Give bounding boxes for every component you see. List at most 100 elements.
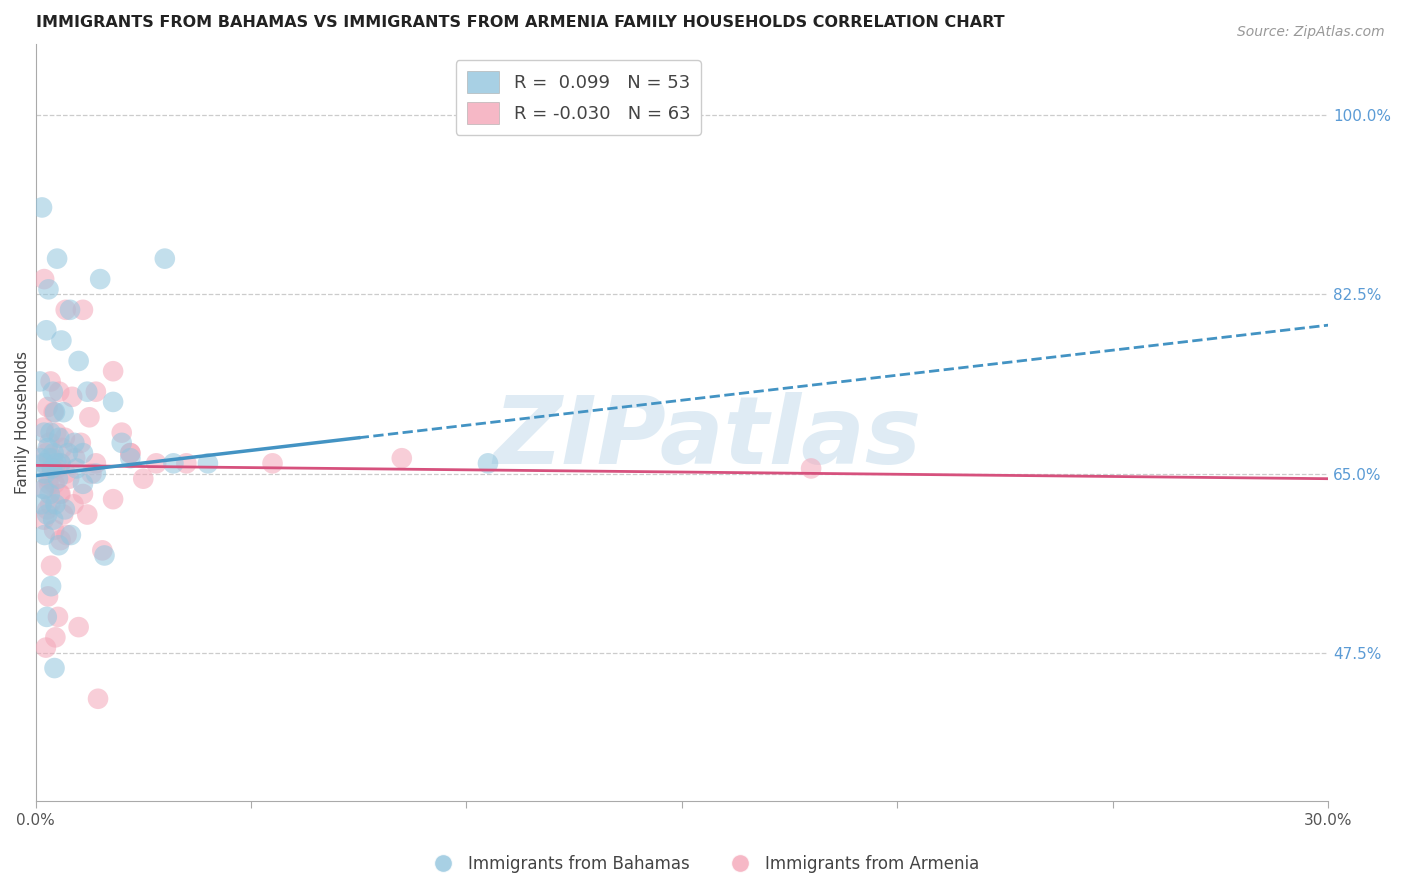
Point — [35, 446, 58, 460]
Point — [34, 467, 56, 481]
Point — [58, 472, 80, 486]
Point — [55, 467, 77, 481]
Point — [45, 425, 67, 440]
Point — [101, 395, 124, 409]
Point — [42, 446, 65, 460]
Point — [45, 456, 67, 470]
Point — [101, 492, 124, 507]
Point — [51, 441, 73, 455]
Point — [69, 435, 91, 450]
Point — [37, 590, 59, 604]
Point — [111, 435, 134, 450]
Point — [39, 425, 62, 440]
Point — [120, 446, 142, 460]
Point — [84, 467, 107, 481]
Point — [101, 364, 124, 378]
Point — [197, 456, 219, 470]
Point — [38, 487, 60, 501]
Point — [76, 508, 98, 522]
Point — [59, 528, 82, 542]
Point — [34, 482, 56, 496]
Point — [32, 456, 55, 470]
Point — [53, 431, 76, 445]
Point — [42, 513, 65, 527]
Point — [48, 538, 70, 552]
Point — [49, 533, 72, 548]
Point — [31, 201, 53, 215]
Point — [41, 461, 63, 475]
Point — [44, 631, 66, 645]
Text: ZIPatlas: ZIPatlas — [494, 392, 922, 483]
Point — [49, 456, 72, 470]
Point — [56, 446, 79, 460]
Point — [39, 375, 62, 389]
Point — [391, 451, 413, 466]
Legend: R =  0.099   N = 53, R = -0.030   N = 63: R = 0.099 N = 53, R = -0.030 N = 63 — [456, 61, 702, 135]
Point — [51, 334, 73, 348]
Point — [120, 446, 142, 460]
Point — [93, 549, 115, 563]
Point — [111, 425, 134, 440]
Point — [28, 375, 51, 389]
Point — [72, 446, 94, 460]
Point — [44, 661, 66, 675]
Point — [42, 405, 65, 419]
Point — [800, 461, 823, 475]
Point — [59, 302, 82, 317]
Point — [72, 476, 94, 491]
Point — [67, 620, 90, 634]
Legend: Immigrants from Bahamas, Immigrants from Armenia: Immigrants from Bahamas, Immigrants from… — [420, 848, 986, 880]
Point — [46, 472, 69, 486]
Point — [55, 528, 77, 542]
Point — [32, 272, 55, 286]
Point — [49, 487, 72, 501]
Point — [84, 456, 107, 470]
Point — [49, 456, 72, 470]
Point — [60, 390, 83, 404]
Point — [46, 252, 69, 266]
Point — [65, 461, 87, 475]
Point — [41, 461, 63, 475]
Point — [32, 513, 55, 527]
Y-axis label: Family Households: Family Households — [15, 351, 30, 494]
Point — [62, 497, 84, 511]
Text: IMMIGRANTS FROM BAHAMAS VS IMMIGRANTS FROM ARMENIA FAMILY HOUSEHOLDS CORRELATION: IMMIGRANTS FROM BAHAMAS VS IMMIGRANTS FR… — [35, 15, 1004, 30]
Point — [32, 420, 55, 434]
Point — [76, 384, 98, 399]
Point — [41, 461, 63, 475]
Point — [52, 405, 75, 419]
Point — [72, 302, 94, 317]
Point — [34, 528, 56, 542]
Point — [42, 523, 65, 537]
Point — [72, 487, 94, 501]
Point — [32, 425, 55, 440]
Point — [37, 282, 59, 296]
Point — [44, 476, 66, 491]
Point — [79, 410, 101, 425]
Point — [145, 456, 167, 470]
Point — [52, 508, 75, 522]
Point — [39, 579, 62, 593]
Point — [35, 610, 58, 624]
Point — [37, 502, 59, 516]
Point — [120, 451, 142, 466]
Point — [35, 323, 58, 337]
Point — [44, 405, 66, 419]
Point — [132, 472, 155, 486]
Point — [84, 384, 107, 399]
Point — [30, 451, 52, 466]
Point — [48, 431, 70, 445]
Point — [53, 502, 76, 516]
Point — [87, 691, 110, 706]
Point — [34, 456, 56, 470]
Point — [80, 467, 103, 481]
Point — [31, 497, 53, 511]
Point — [63, 451, 86, 466]
Point — [37, 400, 59, 414]
Point — [32, 482, 55, 496]
Point — [44, 497, 66, 511]
Point — [38, 476, 60, 491]
Point — [91, 543, 114, 558]
Point — [48, 384, 70, 399]
Point — [55, 302, 77, 317]
